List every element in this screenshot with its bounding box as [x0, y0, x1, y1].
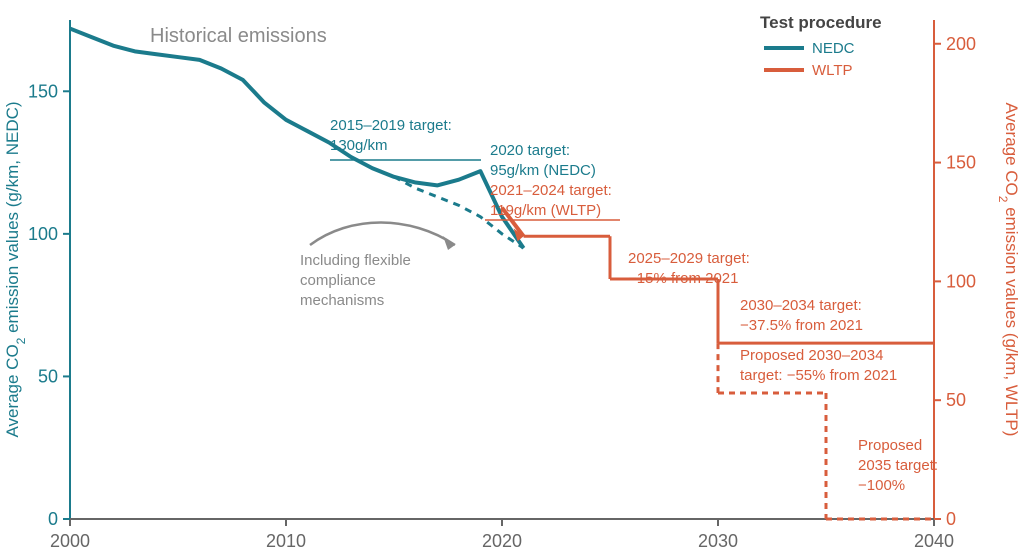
y-left-tick-label: 150	[28, 81, 58, 101]
x-tick-label: 2000	[50, 531, 90, 551]
annotation-flex3: mechanisms	[300, 292, 384, 309]
x-tick-label: 2010	[266, 531, 306, 551]
co2-emissions-chart: 2000201020202030204005010015005010015020…	[0, 0, 1024, 559]
y-right-tick-label: 0	[946, 509, 956, 529]
annotation-flex1: Including flexible	[300, 252, 411, 269]
y-right-title: Average CO2 emission values (g/km, WLTP)	[996, 103, 1021, 437]
annotation-p35a: Proposed	[858, 437, 922, 454]
annotation-t2021a: 2021–2024 target:	[490, 182, 612, 199]
annotation-p35c: −100%	[858, 477, 905, 494]
y-right-tick-label: 150	[946, 153, 976, 173]
y-right-tick-label: 100	[946, 271, 976, 291]
annotation-t2021b: 119g/km (WLTP)	[490, 202, 601, 219]
nedc-historical-line	[70, 29, 524, 249]
annotation-t30a: 2030–2034 target:	[740, 297, 862, 314]
legend-label: NEDC	[812, 40, 855, 57]
legend-label: WLTP	[812, 62, 853, 79]
annotation-t25a: 2025–2029 target:	[628, 250, 750, 267]
y-left-tick-label: 100	[28, 224, 58, 244]
annotation-t2015b: 130g/km	[330, 137, 388, 154]
x-tick-label: 2020	[482, 531, 522, 551]
chart-container: 2000201020202030204005010015005010015020…	[0, 0, 1024, 559]
annotation-hist: Historical emissions	[150, 25, 327, 47]
y-right-tick-label: 50	[946, 390, 966, 410]
annotation-t2015: 2015–2019 target:	[330, 117, 452, 134]
x-tick-label: 2040	[914, 531, 954, 551]
annotation-p35b: 2035 target:	[858, 457, 938, 474]
legend-title: Test procedure	[760, 13, 882, 32]
y-right-tick-label: 200	[946, 34, 976, 54]
annotation-p30a: Proposed 2030–2034	[740, 347, 883, 364]
annotation-flex2: compliance	[300, 272, 376, 289]
annotation-t2020a: 2020 target:	[490, 142, 570, 159]
flex-arrow-icon	[310, 223, 455, 246]
annotation-p30b: target: −55% from 2021	[740, 367, 897, 384]
x-tick-label: 2030	[698, 531, 738, 551]
annotation-t25b: −15% from 2021	[628, 270, 739, 287]
y-left-tick-label: 0	[48, 509, 58, 529]
y-left-title: Average CO2 emission values (g/km, NEDC)	[3, 101, 28, 437]
y-left-tick-label: 50	[38, 366, 58, 386]
annotation-t2020b: 95g/km (NEDC)	[490, 162, 596, 179]
annotation-t30b: −37.5% from 2021	[740, 317, 863, 334]
